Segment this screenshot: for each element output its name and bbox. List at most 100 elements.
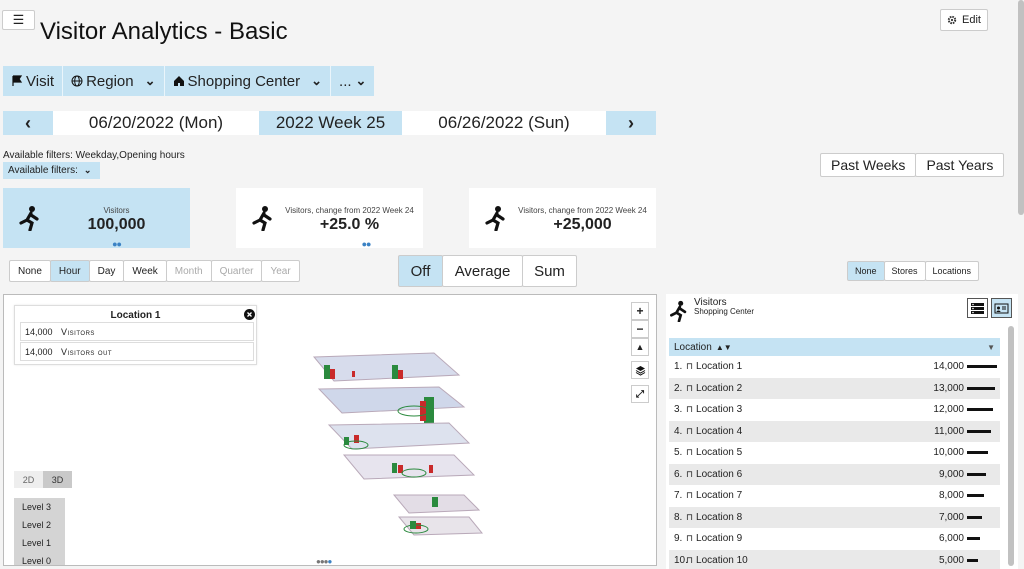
location-row[interactable]: 4. ⊓ Location 4 11,000 bbox=[669, 420, 1000, 442]
bar-track bbox=[964, 537, 1000, 541]
aggregation-off[interactable]: Off bbox=[398, 255, 443, 287]
page-title: Visitor Analytics - Basic bbox=[40, 18, 288, 45]
aggregation-sum[interactable]: Sum bbox=[522, 255, 577, 287]
granularity-quarter: Quarter bbox=[210, 260, 263, 282]
building-3d-scene[interactable] bbox=[264, 345, 494, 540]
bar-track bbox=[964, 472, 1000, 476]
granularity-week[interactable]: Week bbox=[123, 260, 167, 282]
location-rank: 7. bbox=[674, 490, 683, 502]
location-row[interactable]: 2. ⊓ Location 2 13,000 bbox=[669, 377, 1000, 399]
location-name: Location 1 bbox=[696, 361, 743, 373]
date-end[interactable]: 06/26/2022 (Sun) bbox=[402, 111, 606, 135]
location-rank: 9. bbox=[674, 533, 683, 545]
chevron-down-icon[interactable]: ▼ bbox=[987, 342, 995, 352]
mode-none[interactable]: None bbox=[847, 261, 885, 281]
breadcrumb-shopping-center[interactable]: Shopping Center ⌄ bbox=[165, 66, 332, 96]
chevron-left-icon: ‹ bbox=[25, 112, 31, 133]
kpi-value: +25,000 bbox=[553, 216, 612, 233]
bar-track bbox=[964, 408, 1000, 412]
panel-subtitle: Shopping Center bbox=[694, 307, 755, 316]
breadcrumb-region[interactable]: Region ⌄ bbox=[63, 66, 165, 96]
location-row[interactable]: 9. ⊓ Location 9 6,000 bbox=[669, 528, 1000, 550]
previous-week-button[interactable]: ‹ bbox=[3, 111, 53, 135]
location-row[interactable]: 5. ⊓ Location 5 10,000 bbox=[669, 442, 1000, 464]
edit-button[interactable]: Edit bbox=[940, 9, 988, 31]
level-selector: Level 3 Level 2 Level 1 Level 0 bbox=[14, 498, 65, 565]
expand-icon: ⤢ bbox=[636, 388, 644, 400]
level-item[interactable]: Level 3 bbox=[14, 498, 65, 516]
layers-button[interactable] bbox=[631, 361, 649, 379]
aggregation-average[interactable]: Average bbox=[442, 255, 523, 287]
level-item[interactable]: Level 2 bbox=[14, 516, 65, 534]
chevron-down-icon[interactable]: ⌄ bbox=[144, 73, 156, 88]
breadcrumb-label: Visit bbox=[26, 72, 55, 90]
date-navigator: ‹ 06/20/2022 (Mon) 2022 Week 25 06/26/20… bbox=[3, 111, 656, 135]
kpi-card-change-percent[interactable]: Visitors, change from 2022 Week 24 +25.0… bbox=[236, 188, 423, 249]
carousel-dots[interactable]: ●● bbox=[112, 239, 122, 249]
kpi-label: Visitors bbox=[103, 206, 130, 215]
popup-value: 14,000 bbox=[25, 326, 53, 337]
level-item[interactable]: Level 0 bbox=[14, 552, 65, 565]
level-item[interactable]: Level 1 bbox=[14, 534, 65, 552]
compass-button[interactable]: ▲ bbox=[631, 338, 649, 356]
location-rank: 3. bbox=[674, 404, 683, 416]
scrollbar[interactable] bbox=[1008, 326, 1014, 566]
floor-level-3 bbox=[312, 352, 461, 382]
value-bar bbox=[967, 386, 995, 390]
granularity-none[interactable]: None bbox=[9, 260, 51, 282]
mode-locations[interactable]: Locations bbox=[924, 261, 980, 281]
bar-track bbox=[964, 451, 1000, 455]
map-panel[interactable]: Location 1 14,000 Visitors 14,000 Visito… bbox=[3, 294, 657, 566]
kpi-card-visitors[interactable]: Visitors 100,000 ●● bbox=[3, 188, 190, 249]
date-week[interactable]: 2022 Week 25 bbox=[275, 113, 386, 132]
mode-group: None Stores Locations bbox=[847, 261, 980, 281]
chevron-down-icon: ⌄ bbox=[355, 73, 367, 88]
location-row[interactable]: 10. ⊓ Location 10 5,000 bbox=[669, 549, 1000, 569]
location-row[interactable]: 3. ⊓ Location 3 12,000 bbox=[669, 399, 1000, 421]
location-value: 6,000 bbox=[938, 533, 964, 545]
view-2d-button[interactable]: 2D bbox=[14, 471, 43, 488]
sort-icon[interactable]: ▲▼ bbox=[715, 342, 732, 352]
close-icon[interactable] bbox=[244, 309, 255, 320]
chevron-down-icon[interactable]: ⌄ bbox=[311, 73, 323, 88]
granularity-hour[interactable]: Hour bbox=[49, 260, 90, 282]
view-toggle: 2D 3D bbox=[14, 471, 72, 488]
carousel-dots[interactable]: ●●●● bbox=[316, 557, 332, 566]
past-weeks-button[interactable]: Past Weeks bbox=[820, 153, 917, 177]
location-popup: Location 1 14,000 Visitors 14,000 Visito… bbox=[14, 305, 257, 365]
past-years-button[interactable]: Past Years bbox=[915, 153, 1005, 177]
pin-icon: ⊓ bbox=[686, 425, 694, 436]
breadcrumb-visit[interactable]: Visit bbox=[3, 66, 64, 96]
location-name: Location 9 bbox=[696, 533, 743, 545]
fullscreen-button[interactable]: ⤢ bbox=[631, 385, 649, 403]
location-column-header[interactable]: Location ▲▼ ▼ bbox=[669, 338, 1000, 356]
next-week-button[interactable]: › bbox=[606, 111, 656, 135]
granularity-day[interactable]: Day bbox=[88, 260, 125, 282]
view-3d-button[interactable]: 3D bbox=[43, 471, 72, 488]
location-row[interactable]: 8. ⊓ Location 8 7,000 bbox=[669, 506, 1000, 528]
location-rank: 8. bbox=[674, 511, 683, 523]
card-view-button[interactable] bbox=[991, 298, 1012, 318]
location-row[interactable]: 6. ⊓ Location 6 9,000 bbox=[669, 463, 1000, 485]
breadcrumb-more[interactable]: ... ⌄ bbox=[331, 66, 374, 96]
kpi-label: Visitors, change from 2022 Week 24 bbox=[285, 206, 414, 215]
kpi-card-change-absolute[interactable]: Visitors, change from 2022 Week 24 +25,0… bbox=[469, 188, 656, 248]
pin-icon: ⊓ bbox=[686, 533, 694, 544]
date-start[interactable]: 06/20/2022 (Mon) bbox=[53, 111, 259, 135]
bar-track bbox=[964, 515, 1000, 519]
pin-icon: ⊓ bbox=[686, 404, 694, 415]
location-row[interactable]: 1. ⊓ Location 1 14,000 bbox=[669, 356, 1000, 378]
zoom-out-button[interactable]: − bbox=[631, 320, 649, 338]
list-view-button[interactable] bbox=[967, 298, 988, 318]
mode-stores[interactable]: Stores bbox=[883, 261, 926, 281]
carousel-dots[interactable]: ●● bbox=[361, 239, 372, 249]
menu-button[interactable]: ☰ bbox=[2, 10, 35, 30]
pin-icon: ⊓ bbox=[686, 361, 694, 372]
filters-dropdown[interactable]: Available filters: ⌄ bbox=[3, 162, 100, 179]
contact-card-icon bbox=[994, 303, 1009, 313]
page-scrollbar[interactable] bbox=[1018, 0, 1024, 215]
bar-track bbox=[964, 558, 1000, 562]
location-row[interactable]: 7. ⊓ Location 7 8,000 bbox=[669, 485, 1000, 507]
location-rank: 5. bbox=[674, 447, 683, 459]
zoom-in-button[interactable]: + bbox=[631, 302, 649, 320]
